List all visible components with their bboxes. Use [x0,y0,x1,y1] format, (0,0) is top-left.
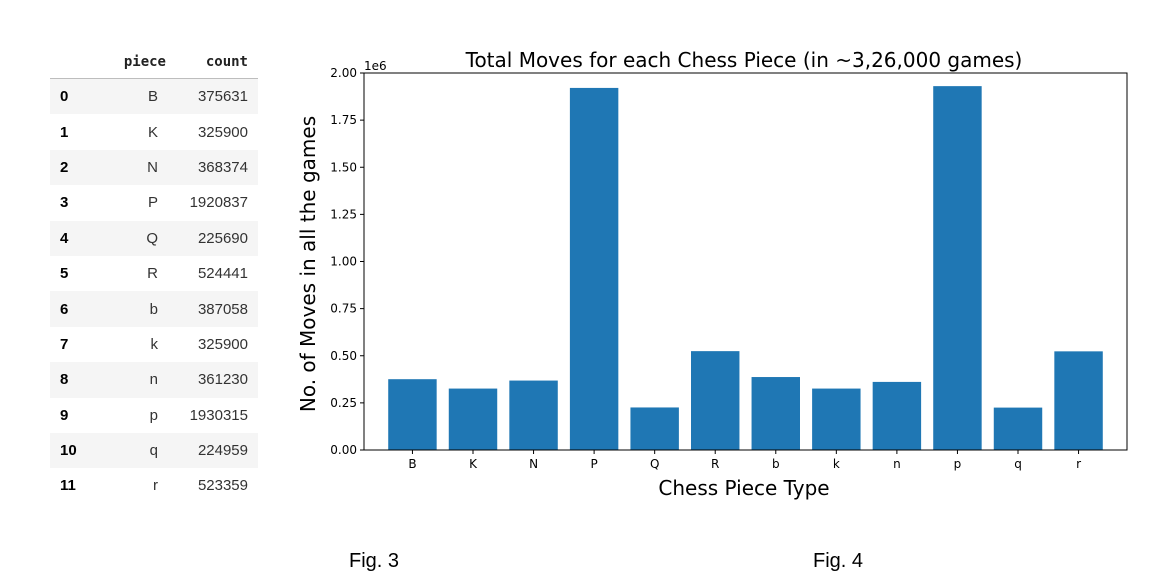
x-tick-label: P [590,457,597,471]
x-tick-label: k [833,457,840,471]
y-offset-label: 1e6 [364,59,387,73]
bar-P [569,87,619,450]
fig4-caption: Fig. 4 [813,550,864,572]
row-index: 9 [60,406,69,424]
x-tick-label: Q [650,457,659,471]
piece-count-table: piece count 0 B 375631 1 K 325900 2 N 368374 3… [50,46,258,504]
row-index: 0 [60,88,69,106]
row-count: 225690 [197,229,248,247]
table-row: 3 P 1920837 [50,185,258,220]
table-row: 2 N 368374 [50,149,258,186]
x-tick-label: R [711,457,719,471]
table-row: 4 Q 225690 [50,220,258,256]
piece-header: piece [112,46,176,79]
row-piece: B [147,88,158,106]
row-piece: b [149,300,158,318]
y-tick-label: 0.00 [330,443,357,457]
y-tick-label: 0.75 [330,302,357,316]
x-tick-label: K [469,457,478,471]
bar-series [388,86,1103,450]
row-count: 1920837 [189,194,248,212]
x-tick-label: B [408,457,416,471]
row-piece: N [147,158,158,176]
row-count: 325900 [197,123,248,141]
bar-R [691,351,740,450]
row-piece: q [149,442,158,460]
table-row: 11 r 523359 [50,468,258,503]
count-header: count [176,46,258,79]
row-index: 1 [60,123,69,141]
row-index: 8 [60,371,69,389]
y-tick-label: 1.00 [330,255,357,269]
bar-q [993,407,1043,450]
table-row: 0 B 375631 [50,78,258,115]
y-tick-label: 1.50 [330,160,357,174]
row-count: 368374 [197,158,248,176]
row-count: 375631 [197,88,248,106]
table-row: 8 n 361230 [50,362,258,398]
row-count: 1930315 [189,406,248,424]
table-row: 1 K 325900 [50,114,258,149]
row-piece: r [153,477,158,495]
row-piece: p [149,406,158,424]
row-count: 224959 [197,442,248,460]
table-row: 9 p 1930315 [50,398,258,433]
table-row: 5 R 524441 [50,256,258,291]
row-piece: P [147,194,158,212]
row-piece: n [149,371,158,389]
y-tick-label: 1.75 [330,113,357,127]
x-axis-label: Chess Piece Type [658,476,829,500]
y-axis-label: No. of Moves in all the games [296,116,320,412]
chart-title: Total Moves for each Chess Piece (in ~3,… [465,48,1023,72]
x-tick-label: q [1014,457,1022,471]
row-index: 5 [60,265,69,283]
y-axis-ticks: 0.00 0.25 0.50 0.75 1.00 1.25 1.50 1.75 2.00 [330,66,364,457]
bar-r [1054,351,1103,450]
bar-N [509,380,558,450]
row-piece: Q [146,229,158,247]
x-tick-label: p [954,457,962,471]
y-tick-label: 1.25 [330,207,357,221]
bar-Q [630,407,679,450]
row-index: 4 [60,229,69,247]
fig3-caption: Fig. 3 [349,550,400,572]
bar-n [872,381,922,450]
row-count: 325900 [197,335,248,353]
y-tick-label: 2.00 [330,66,357,80]
row-piece: K [147,123,158,141]
bar-k [812,388,861,450]
row-index: 2 [60,158,69,176]
bar-p [933,86,982,450]
table-row: 6 b 387058 [50,291,258,327]
row-index: 3 [60,194,69,212]
index-header [50,46,112,79]
row-count: 524441 [197,265,248,283]
row-piece: R [147,265,158,283]
table-header-row: piece count [50,46,258,79]
x-tick-label: n [893,457,901,471]
row-index: 7 [60,335,69,353]
plot-frame [363,72,1128,451]
table-row: 7 k 325900 [50,327,258,362]
bar-b [751,377,800,450]
row-index: 11 [60,477,76,495]
row-piece: k [150,335,159,353]
row-index: 6 [60,300,69,318]
bar-B [388,379,437,450]
row-count: 361230 [197,371,248,389]
row-index: 10 [60,442,77,460]
y-tick-label: 0.25 [330,396,357,410]
row-count: 523359 [197,477,248,495]
table-row: 10 q 224959 [50,432,258,469]
x-tick-label: b [772,457,780,471]
y-tick-label: 0.50 [330,349,357,363]
x-tick-label: N [529,457,538,471]
x-tick-label: r [1076,457,1081,471]
row-count: 387058 [197,300,248,318]
bar-K [448,388,498,450]
